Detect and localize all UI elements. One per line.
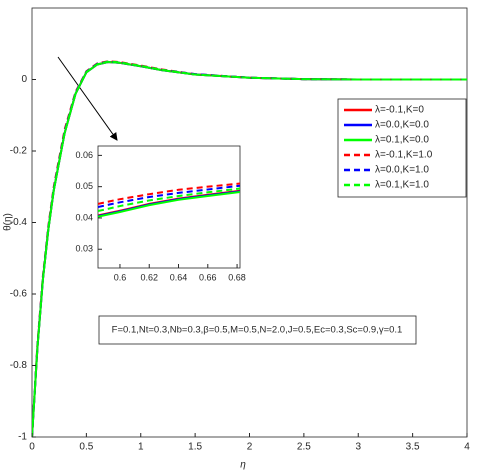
x-tick-label: 2.5 xyxy=(297,442,311,453)
annotation: F=0.1,Nt=0.3,Nb=0.3,β=0.5,M=0.5,N=2.0,J=… xyxy=(112,325,403,336)
x-tick-label: 0.62 xyxy=(140,272,158,282)
legend-label: λ=0.0,K=0.0 xyxy=(375,120,429,131)
y-tick-label: -0.6 xyxy=(10,289,28,300)
x-tick-label: 2 xyxy=(247,442,253,453)
x-tick-label: 4 xyxy=(464,442,470,453)
legend-label: λ=0.1,K=0.0 xyxy=(375,135,429,146)
annotation-box xyxy=(98,315,417,345)
y-tick-label: 0 xyxy=(21,74,27,85)
main-plot xyxy=(32,60,467,437)
main-axes: 0 0.5 1 1.5 2 2.5 3 3.5 4 -1 -0.8 -0.6 -0.4 -0.2 0 xyxy=(10,74,470,453)
y-tick-label: 0.05 xyxy=(75,181,93,191)
plot-frame xyxy=(31,7,468,438)
legend-label: λ=-0.1,K=0 xyxy=(375,105,424,116)
inset-plot xyxy=(98,182,240,218)
legend-label: λ=0.1,K=1.0 xyxy=(375,180,429,191)
y-tick-label: -1 xyxy=(18,432,27,443)
arrow xyxy=(57,56,118,141)
x-tick-label: 1.5 xyxy=(188,442,202,453)
y-tick-label: 0.03 xyxy=(75,244,93,254)
series-line xyxy=(98,190,240,218)
x-tick-label: 0.6 xyxy=(114,272,127,282)
x-tick-label: 0.66 xyxy=(199,272,217,282)
inset-frame xyxy=(97,145,241,269)
y-tick-label: 0.06 xyxy=(75,150,93,160)
x-tick-label: 3.5 xyxy=(406,442,420,453)
x-tick-label: 0 xyxy=(29,442,35,453)
x-tick-label: 0.64 xyxy=(170,272,188,282)
legend: λ=-0.1,K=0 λ=0.0,K=0.0 λ=0.1,K=0.0 λ=-0.1,K… xyxy=(337,98,467,198)
x-tick-label: 1 xyxy=(138,442,144,453)
legend-label: λ=-0.1,K=1.0 xyxy=(375,150,433,161)
x-tick-label: 0.68 xyxy=(228,272,246,282)
series-line xyxy=(32,60,467,437)
legend-label: λ=0.0,K=1.0 xyxy=(375,165,429,176)
y-tick-label: -0.8 xyxy=(10,360,28,371)
legend-box xyxy=(337,98,467,198)
y-tick-label: 0.04 xyxy=(75,212,93,222)
y-axis-label: θ(η) xyxy=(3,213,14,231)
y-tick-label: -0.4 xyxy=(10,217,28,228)
x-tick-label: 3 xyxy=(355,442,361,453)
x-tick-label: 0.5 xyxy=(79,442,93,453)
y-tick-label: -0.2 xyxy=(10,146,28,157)
x-axis-label: η xyxy=(240,460,246,471)
inset-axes: 0.6 0.62 0.64 0.66 0.68 0.03 0.04 0.05 0.06 xyxy=(75,150,245,283)
